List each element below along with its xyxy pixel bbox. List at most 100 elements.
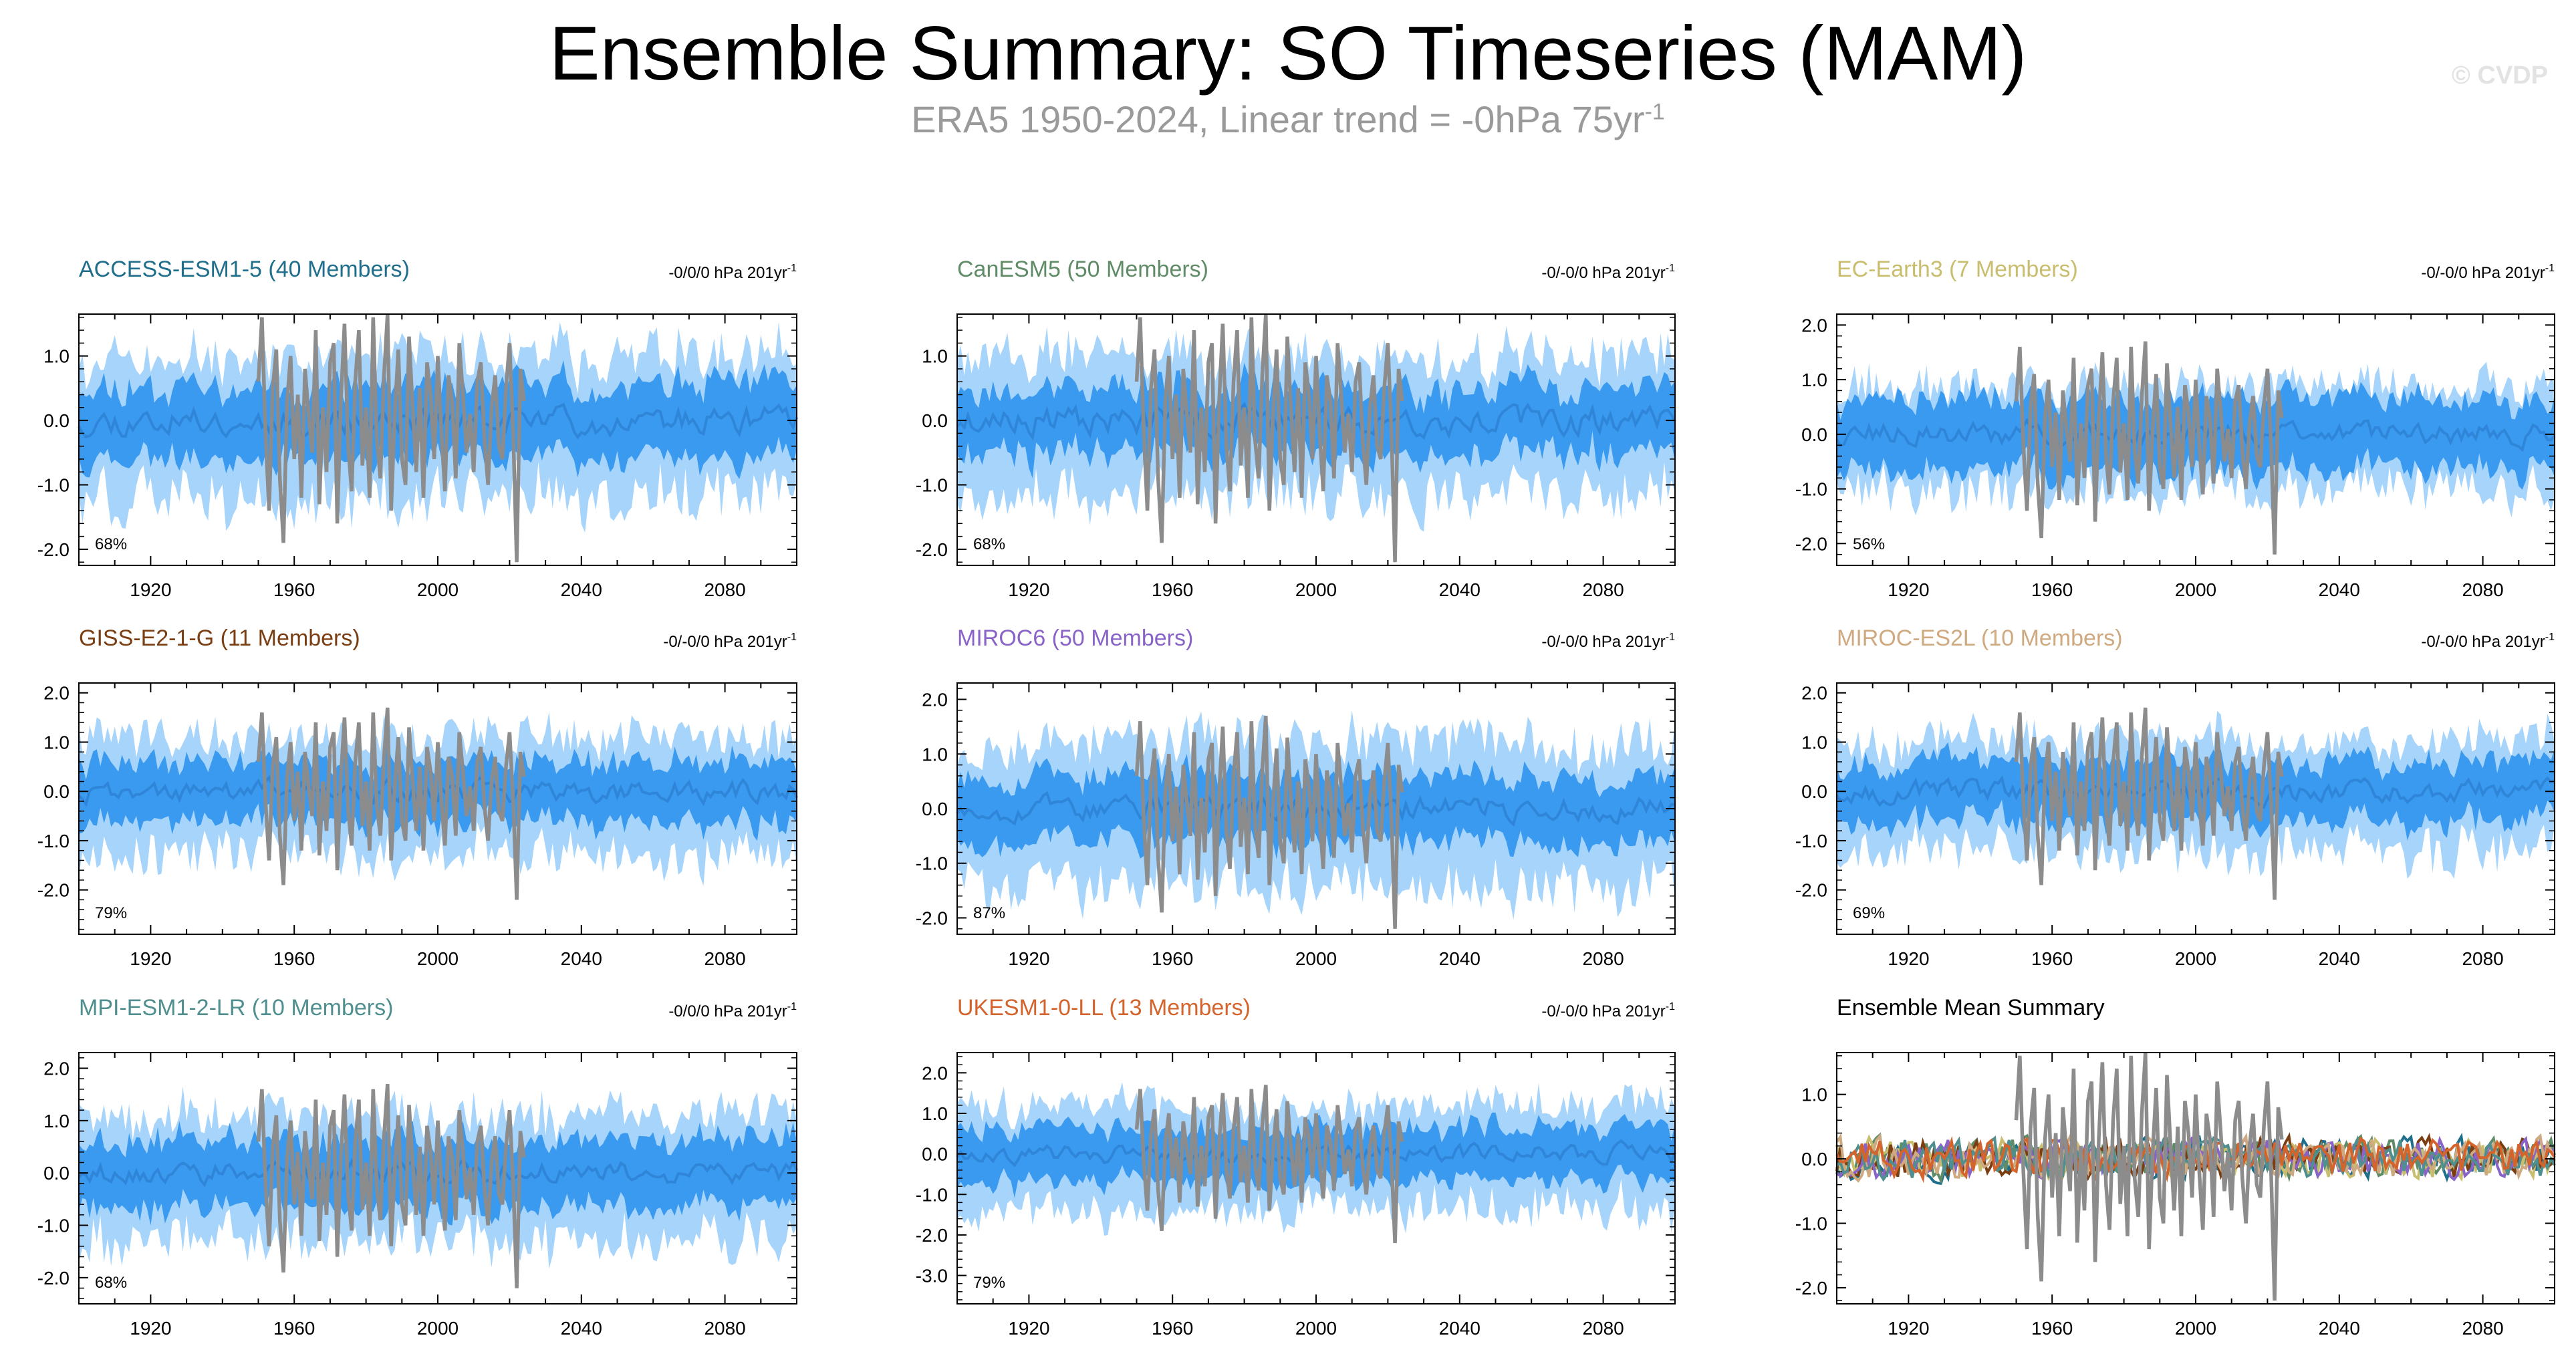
panel-title: EC-Earth3 (7 Members) [1837, 257, 2078, 282]
percent-label: 68% [973, 535, 1005, 553]
y-tick-label: 0.0 [922, 410, 948, 431]
y-tick-label: -1.0 [916, 1184, 948, 1205]
observations-line [1134, 313, 1404, 563]
x-tick-label: 2000 [417, 948, 459, 969]
x-tick-label: 2080 [2462, 948, 2503, 969]
x-tick-label: 2040 [561, 948, 602, 969]
cvdp-watermark: © CVDP [2451, 61, 2548, 90]
trend-superscript: -1 [787, 632, 797, 643]
ensemble-mean-series-7 [1835, 1135, 2556, 1182]
y-tick-label: 1.0 [922, 744, 948, 765]
percent-label: 68% [95, 535, 127, 553]
x-tick-label: 2000 [1295, 579, 1337, 600]
trend-label: -0/0/0 hPa 201yr-1 [668, 263, 797, 282]
x-tick-label: 2000 [2175, 948, 2216, 969]
panel-title: Ensemble Mean Summary [1837, 995, 2105, 1020]
x-tick-label: 1920 [130, 579, 171, 600]
observations-line [2014, 1052, 2284, 1301]
y-tick-label: 0.0 [43, 781, 70, 802]
trend-label: -0/-0/0 hPa 201yr-1 [663, 632, 797, 651]
chart-panel-1: ACCESS-ESM1-5 (40 Members) -0/0/0 hPa 201… [37, 257, 798, 600]
trend-label: -0/-0/0 hPa 201yr-1 [1541, 263, 1675, 282]
y-tick-label: 2.0 [1801, 315, 1827, 335]
y-tick-label: -1.0 [916, 474, 948, 495]
x-tick-label: 1920 [1008, 579, 1049, 600]
y-tick-label: 1.0 [43, 732, 70, 752]
observations-line [256, 707, 526, 900]
x-tick-label: 1920 [130, 948, 171, 969]
trend-superscript: -1 [1666, 1001, 1675, 1012]
y-tick-label: 0.0 [1801, 781, 1827, 802]
x-tick-label: 2080 [704, 579, 745, 600]
x-tick-label: 2080 [704, 948, 745, 969]
y-tick-label: -1.0 [37, 1216, 70, 1236]
page-subtitle: ERA5 1950-2024, Linear trend = -0hPa 75y… [0, 99, 2576, 140]
y-tick-label: 1.0 [1801, 370, 1827, 390]
trend-superscript: -1 [1666, 263, 1675, 274]
x-tick-label: 1920 [1888, 579, 1929, 600]
y-tick-label: 1.0 [43, 346, 70, 367]
y-tick-label: 0.0 [1801, 1149, 1827, 1170]
ensemble-mean-line [78, 402, 798, 440]
trend-superscript: -1 [787, 263, 797, 274]
trend-superscript: -1 [787, 1001, 797, 1012]
x-tick-label: 1960 [2031, 1318, 2073, 1339]
observations-line [1134, 1085, 1404, 1244]
percent-label: 68% [95, 1274, 127, 1292]
y-tick-label: -2.0 [1795, 880, 1827, 901]
ensemble-mean-line [956, 402, 1676, 441]
y-tick-label: 1.0 [43, 1111, 70, 1131]
ensemble-mean-line [1835, 417, 2556, 452]
y-tick-label: 0.0 [922, 1144, 948, 1165]
x-tick-label: 1920 [130, 1318, 171, 1339]
chart-panel-9: Ensemble Mean Summary 1920 1960 2000 2040 208… [1795, 995, 2556, 1339]
panel-title: CanESM5 (50 Members) [957, 257, 1208, 282]
x-tick-label: 2080 [2462, 579, 2503, 600]
y-tick-label: -1.0 [1795, 479, 1827, 500]
x-tick-label: 1960 [1152, 1318, 1193, 1339]
x-tick-label: 2040 [2319, 948, 2360, 969]
y-tick-label: 2.0 [43, 1059, 70, 1079]
y-tick-label: 0.0 [43, 410, 70, 431]
observations-line [2014, 707, 2284, 900]
x-tick-label: 2000 [2175, 1318, 2216, 1339]
x-tick-label: 1960 [273, 1318, 315, 1339]
spread-band-inner [957, 754, 1675, 859]
x-tick-label: 2040 [1439, 579, 1480, 600]
x-tick-label: 2040 [561, 1318, 602, 1339]
ensemble-mean-series-8 [1835, 1135, 2556, 1184]
x-tick-label: 2080 [1582, 1318, 1624, 1339]
observations-line [256, 313, 526, 563]
observations-line [1134, 715, 1404, 929]
panel-title: MPI-ESM1-2-LR (10 Members) [79, 995, 393, 1020]
ensemble-mean-line [956, 1139, 1676, 1168]
y-tick-label: -2.0 [916, 908, 948, 928]
x-tick-label: 2040 [2319, 1318, 2360, 1339]
panel-title: MIROC-ES2L (10 Members) [1837, 626, 2123, 651]
y-tick-label: 2.0 [1801, 683, 1827, 704]
chart-panel-5: MIROC6 (50 Members) -0/-0/0 hPa 201yr-1 19… [916, 626, 1676, 969]
x-tick-label: 1960 [2031, 579, 2073, 600]
y-tick-label: 0.0 [43, 1163, 70, 1184]
x-tick-label: 2000 [1295, 1318, 1337, 1339]
trend-label: -0/0/0 hPa 201yr-1 [668, 1001, 797, 1020]
y-tick-label: 2.0 [922, 1063, 948, 1083]
chart-panel-6: MIROC-ES2L (10 Members) -0/-0/0 hPa 201yr… [1795, 626, 2555, 969]
spread-band-inner [957, 1112, 1675, 1198]
spread-band-inner [79, 1121, 797, 1226]
x-tick-label: 2040 [1439, 1318, 1480, 1339]
y-tick-label: 0.0 [1801, 424, 1827, 445]
x-tick-label: 2000 [2175, 579, 2216, 600]
x-tick-label: 1920 [1888, 948, 1929, 969]
subtitle-superscript: -1 [1644, 99, 1665, 125]
x-tick-label: 2040 [2319, 579, 2360, 600]
trend-label: -0/-0/0 hPa 201yr-1 [1541, 632, 1675, 651]
x-tick-label: 1960 [1152, 579, 1193, 600]
y-tick-label: -2.0 [1795, 533, 1827, 554]
y-tick-label: -2.0 [916, 539, 948, 560]
x-tick-label: 2080 [1582, 579, 1624, 600]
subtitle-text: ERA5 1950-2024, Linear trend = -0hPa 75y… [911, 98, 1645, 140]
y-tick-label: -2.0 [916, 1225, 948, 1246]
x-tick-label: 1960 [2031, 948, 2073, 969]
x-tick-label: 1960 [273, 579, 315, 600]
